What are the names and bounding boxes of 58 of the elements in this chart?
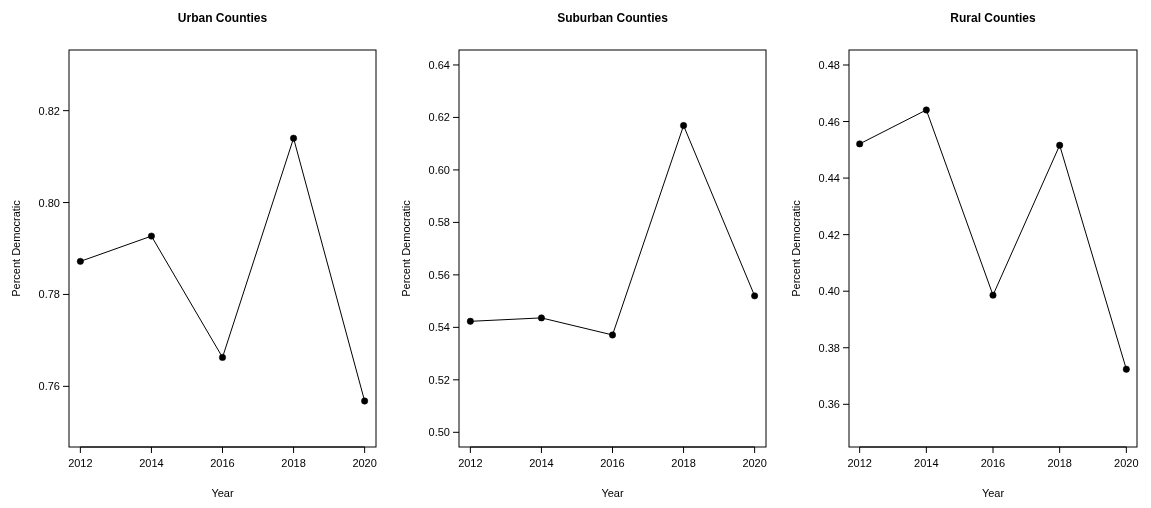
chart-title: Suburban Counties xyxy=(557,11,669,25)
point xyxy=(989,291,997,299)
x-tick-label: 2014 xyxy=(139,457,164,469)
point xyxy=(147,232,155,240)
point xyxy=(361,397,369,405)
y-tick-label: 0.52 xyxy=(428,373,450,386)
x-axis-title: Year xyxy=(601,487,624,499)
y-tick-label: 0.42 xyxy=(818,228,840,241)
y-tick-label: 0.50 xyxy=(428,426,450,439)
x-tick-label: 2016 xyxy=(980,457,1006,469)
y-tick-label: 0.76 xyxy=(38,380,60,393)
point xyxy=(922,106,930,114)
point xyxy=(751,292,759,300)
point xyxy=(856,140,864,148)
chart-title: Urban Counties xyxy=(177,11,268,25)
x-tick-label: 2016 xyxy=(600,457,625,469)
x-tick-label: 2020 xyxy=(742,457,767,469)
y-tick-label: 0.40 xyxy=(818,285,840,298)
y-tick-label: 0.56 xyxy=(428,268,450,281)
y-tick-label: 0.64 xyxy=(428,58,450,71)
x-axis-title: Year xyxy=(981,487,1005,499)
y-tick-label: 0.48 xyxy=(818,58,840,71)
x-tick-label: 2018 xyxy=(281,457,306,469)
y-tick-label: 0.60 xyxy=(428,163,450,176)
x-tick-label: 2012 xyxy=(68,457,93,469)
x-tick-label: 2014 xyxy=(914,457,939,469)
point xyxy=(680,122,688,130)
y-tick-label: 0.36 xyxy=(818,398,840,411)
y-tick-label: 0.46 xyxy=(818,115,840,128)
y-tick-label: 0.62 xyxy=(428,111,450,124)
x-tick-label: 2012 xyxy=(847,457,872,469)
x-tick-label: 2020 xyxy=(352,457,377,469)
x-tick-label: 2012 xyxy=(458,457,483,469)
y-tick-label: 0.82 xyxy=(38,104,60,117)
y-tick-label: 0.78 xyxy=(38,288,60,301)
x-tick-label: 2018 xyxy=(1047,457,1072,469)
point xyxy=(537,314,545,322)
y-tick-label: 0.54 xyxy=(428,321,450,334)
y-tick-label: 0.38 xyxy=(818,341,840,354)
x-tick-label: 2014 xyxy=(529,457,554,469)
point xyxy=(1122,365,1130,373)
x-tick-label: 2020 xyxy=(1114,457,1139,469)
x-tick-label: 2018 xyxy=(671,457,696,469)
point xyxy=(609,331,616,339)
chart-title: Rural Counties xyxy=(950,11,1036,25)
point xyxy=(219,353,226,361)
point xyxy=(290,134,298,142)
y-axis-title: Percent Democratic xyxy=(400,199,412,297)
y-tick-label: 0.58 xyxy=(428,216,450,229)
y-axis-title: Percent Democratic xyxy=(790,199,802,297)
x-axis-title: Year xyxy=(211,487,234,499)
point xyxy=(466,317,474,325)
y-axis-title: Percent Democratic xyxy=(10,199,22,297)
x-tick-label: 2016 xyxy=(210,457,235,469)
point xyxy=(1056,141,1064,149)
y-tick-label: 0.80 xyxy=(38,196,60,209)
point xyxy=(76,257,84,265)
y-tick-label: 0.44 xyxy=(818,172,840,185)
